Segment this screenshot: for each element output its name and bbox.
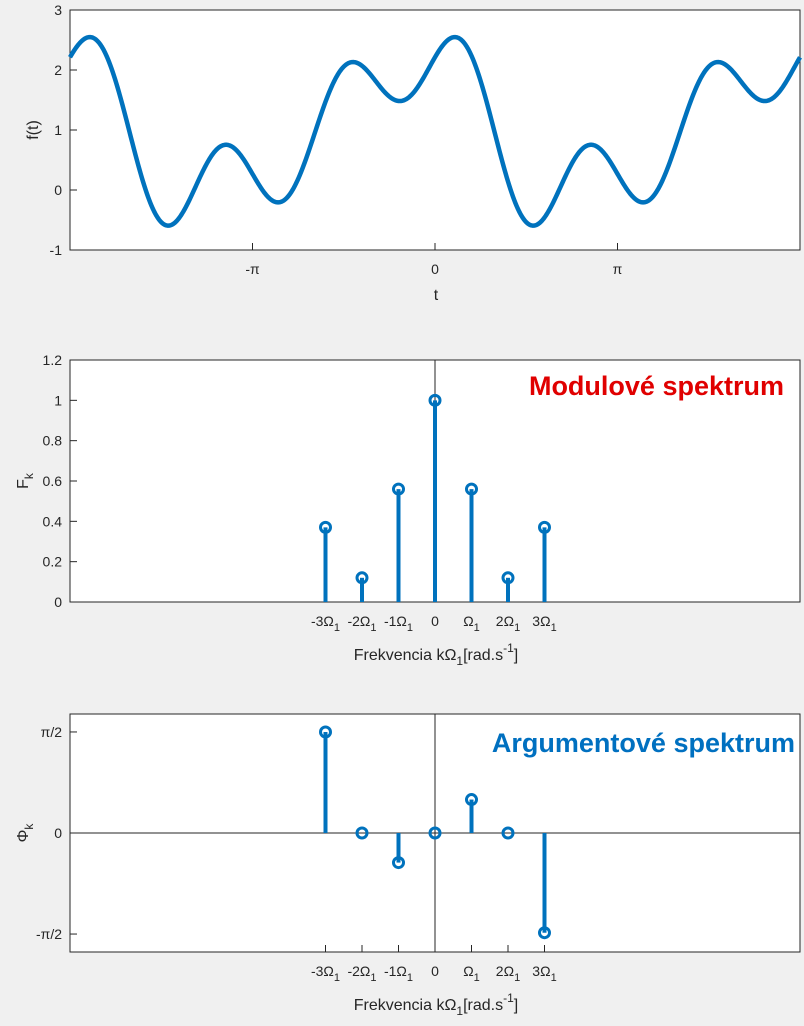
stem-marker: [465, 793, 478, 807]
x-axis-label: Frekvencia kΩ1[rad.s-1]: [354, 991, 518, 1018]
x-tick-label: 0: [431, 261, 439, 277]
y-tick-label: 1: [54, 122, 62, 138]
y-tick-label: 3: [54, 2, 62, 18]
x-tick-label: 0: [431, 613, 439, 629]
y-axis-label: f(t): [25, 120, 42, 140]
x-tick-label: π: [613, 261, 623, 277]
x-tick-label: -3Ω1: [311, 613, 340, 634]
y-tick-label: 1: [54, 392, 62, 408]
x-tick-label: 0: [431, 963, 439, 979]
series-line-ft: [68, 34, 802, 228]
x-tick-label: -π: [245, 261, 260, 277]
y-tick-label: 0.8: [43, 433, 63, 449]
x-tick-label: -2Ω1: [347, 963, 376, 984]
x-tick-label: 2Ω1: [496, 963, 520, 984]
stem-marker: [319, 520, 332, 534]
y-tick-label: 0: [54, 182, 62, 198]
y-tick-label: -1: [50, 242, 63, 258]
stem-marker: [428, 826, 442, 840]
stem-marker: [538, 520, 551, 534]
x-tick-label: -1Ω1: [384, 613, 413, 634]
x-tick-label: 3Ω1: [532, 613, 556, 634]
stem-marker: [355, 826, 369, 840]
x-axis-label: t: [434, 287, 439, 304]
stem-marker: [355, 571, 369, 585]
stem-marker: [319, 725, 332, 739]
y-tick-label: 0: [54, 594, 62, 610]
stem-marker: [392, 482, 405, 496]
y-tick-label: 0.2: [43, 554, 63, 570]
argumentove-spektrum-label: Argumentové spektrum: [492, 728, 795, 758]
stem-marker: [501, 571, 515, 585]
y-tick-label: 2: [54, 62, 62, 78]
y-tick-label: π/2: [41, 724, 63, 740]
stem-marker: [538, 926, 551, 940]
x-tick-label: -2Ω1: [347, 613, 376, 634]
y-tick-label: -π/2: [36, 926, 62, 942]
y-axis-label: Fk: [15, 472, 36, 489]
x-tick-label: Ω1: [463, 963, 480, 984]
stem-marker: [501, 826, 515, 840]
stem-marker: [465, 482, 478, 496]
y-tick-label: 1.2: [43, 352, 63, 368]
y-tick-label: 0.4: [43, 513, 63, 529]
x-tick-label: -3Ω1: [311, 963, 340, 984]
y-tick-label: 0.6: [43, 473, 63, 489]
stem-marker: [392, 856, 405, 870]
x-axis-label: Frekvencia kΩ1[rad.s-1]: [354, 641, 518, 668]
x-tick-label: -1Ω1: [384, 963, 413, 984]
x-tick-label: 3Ω1: [532, 963, 556, 984]
stem-marker: [428, 393, 442, 407]
x-tick-label: 2Ω1: [496, 613, 520, 634]
plot-area-time: [69, 9, 801, 251]
y-axis-label: Φk: [15, 823, 36, 843]
y-tick-label: 0: [54, 825, 62, 841]
modulove-spektrum-label: Modulové spektrum: [529, 371, 784, 401]
x-tick-label: Ω1: [463, 613, 480, 634]
